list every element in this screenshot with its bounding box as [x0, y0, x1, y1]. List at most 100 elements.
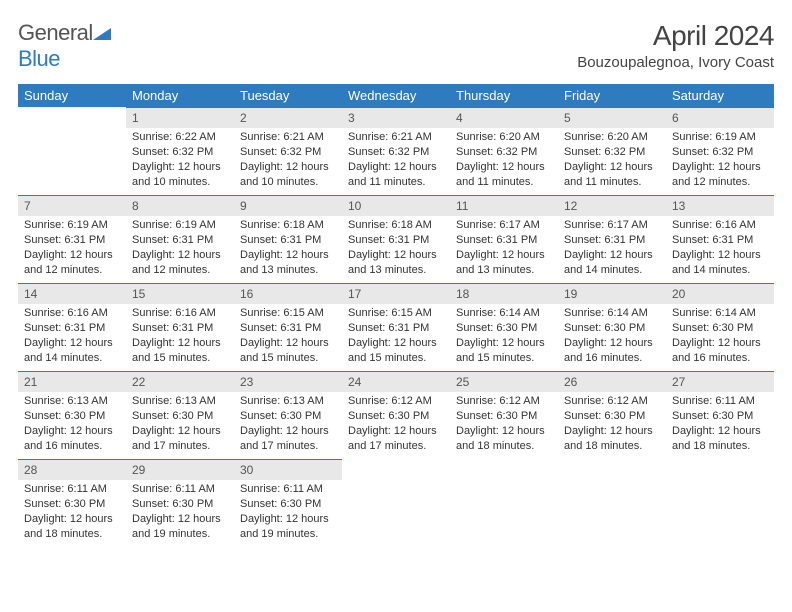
day-body: Sunrise: 6:19 AMSunset: 6:31 PMDaylight:…	[126, 216, 234, 281]
calendar-week-row: 28Sunrise: 6:11 AMSunset: 6:30 PMDayligh…	[18, 459, 774, 547]
day-body: Sunrise: 6:18 AMSunset: 6:31 PMDaylight:…	[234, 216, 342, 281]
day-number: 26	[558, 371, 666, 392]
calendar-day-cell: 19Sunrise: 6:14 AMSunset: 6:30 PMDayligh…	[558, 283, 666, 371]
daylight-line: Daylight: 12 hours and 19 minutes.	[240, 512, 336, 542]
daylight-line: Daylight: 12 hours and 15 minutes.	[348, 336, 444, 366]
daylight-line: Daylight: 12 hours and 14 minutes.	[564, 248, 660, 278]
sunrise-line: Sunrise: 6:16 AM	[24, 306, 120, 321]
calendar-day-cell: 18Sunrise: 6:14 AMSunset: 6:30 PMDayligh…	[450, 283, 558, 371]
sunrise-line: Sunrise: 6:11 AM	[132, 482, 228, 497]
calendar-day-cell: 11Sunrise: 6:17 AMSunset: 6:31 PMDayligh…	[450, 195, 558, 283]
sunrise-line: Sunrise: 6:14 AM	[564, 306, 660, 321]
page-title: April 2024	[577, 20, 774, 52]
calendar-day-cell: 1Sunrise: 6:22 AMSunset: 6:32 PMDaylight…	[126, 107, 234, 195]
sunrise-line: Sunrise: 6:20 AM	[456, 130, 552, 145]
calendar-day-cell: 28Sunrise: 6:11 AMSunset: 6:30 PMDayligh…	[18, 459, 126, 547]
day-body: Sunrise: 6:17 AMSunset: 6:31 PMDaylight:…	[558, 216, 666, 281]
calendar-day-cell: 20Sunrise: 6:14 AMSunset: 6:30 PMDayligh…	[666, 283, 774, 371]
calendar-day-cell: 3Sunrise: 6:21 AMSunset: 6:32 PMDaylight…	[342, 107, 450, 195]
sunrise-line: Sunrise: 6:19 AM	[24, 218, 120, 233]
day-number: 8	[126, 195, 234, 216]
calendar-empty-cell	[18, 107, 126, 195]
calendar-body: 1Sunrise: 6:22 AMSunset: 6:32 PMDaylight…	[18, 107, 774, 547]
calendar-day-cell: 8Sunrise: 6:19 AMSunset: 6:31 PMDaylight…	[126, 195, 234, 283]
sunset-line: Sunset: 6:31 PM	[564, 233, 660, 248]
sunrise-line: Sunrise: 6:13 AM	[240, 394, 336, 409]
daylight-line: Daylight: 12 hours and 17 minutes.	[132, 424, 228, 454]
sunset-line: Sunset: 6:30 PM	[24, 497, 120, 512]
day-number: 22	[126, 371, 234, 392]
sunrise-line: Sunrise: 6:19 AM	[132, 218, 228, 233]
daylight-line: Daylight: 12 hours and 12 minutes.	[672, 160, 768, 190]
day-number: 21	[18, 371, 126, 392]
day-number: 6	[666, 107, 774, 128]
day-number: 29	[126, 459, 234, 480]
day-number: 7	[18, 195, 126, 216]
weekday-header: Monday	[126, 84, 234, 107]
daylight-line: Daylight: 12 hours and 15 minutes.	[132, 336, 228, 366]
weekday-header: Sunday	[18, 84, 126, 107]
sunrise-line: Sunrise: 6:14 AM	[672, 306, 768, 321]
daylight-line: Daylight: 12 hours and 16 minutes.	[24, 424, 120, 454]
day-body: Sunrise: 6:14 AMSunset: 6:30 PMDaylight:…	[558, 304, 666, 369]
day-number: 19	[558, 283, 666, 304]
sunset-line: Sunset: 6:31 PM	[240, 321, 336, 336]
calendar-week-row: 7Sunrise: 6:19 AMSunset: 6:31 PMDaylight…	[18, 195, 774, 283]
daylight-line: Daylight: 12 hours and 11 minutes.	[456, 160, 552, 190]
day-number: 25	[450, 371, 558, 392]
daylight-line: Daylight: 12 hours and 10 minutes.	[132, 160, 228, 190]
day-body: Sunrise: 6:11 AMSunset: 6:30 PMDaylight:…	[234, 480, 342, 545]
calendar-day-cell: 15Sunrise: 6:16 AMSunset: 6:31 PMDayligh…	[126, 283, 234, 371]
day-body: Sunrise: 6:15 AMSunset: 6:31 PMDaylight:…	[234, 304, 342, 369]
day-body: Sunrise: 6:19 AMSunset: 6:31 PMDaylight:…	[18, 216, 126, 281]
daylight-line: Daylight: 12 hours and 14 minutes.	[24, 336, 120, 366]
sunrise-line: Sunrise: 6:11 AM	[24, 482, 120, 497]
sunset-line: Sunset: 6:30 PM	[564, 321, 660, 336]
header: GeneralBlue April 2024 Bouzoupalegnoa, I…	[18, 20, 774, 72]
daylight-line: Daylight: 12 hours and 17 minutes.	[348, 424, 444, 454]
day-body: Sunrise: 6:20 AMSunset: 6:32 PMDaylight:…	[450, 128, 558, 193]
calendar-day-cell: 9Sunrise: 6:18 AMSunset: 6:31 PMDaylight…	[234, 195, 342, 283]
day-number: 10	[342, 195, 450, 216]
day-number: 12	[558, 195, 666, 216]
day-number: 28	[18, 459, 126, 480]
day-number: 27	[666, 371, 774, 392]
logo-triangle-icon	[93, 20, 111, 46]
sunrise-line: Sunrise: 6:17 AM	[456, 218, 552, 233]
sunset-line: Sunset: 6:32 PM	[456, 145, 552, 160]
sunset-line: Sunset: 6:32 PM	[132, 145, 228, 160]
sunset-line: Sunset: 6:31 PM	[240, 233, 336, 248]
calendar-week-row: 14Sunrise: 6:16 AMSunset: 6:31 PMDayligh…	[18, 283, 774, 371]
calendar-day-cell: 30Sunrise: 6:11 AMSunset: 6:30 PMDayligh…	[234, 459, 342, 547]
calendar-day-cell: 10Sunrise: 6:18 AMSunset: 6:31 PMDayligh…	[342, 195, 450, 283]
sunset-line: Sunset: 6:30 PM	[132, 497, 228, 512]
weekday-header: Wednesday	[342, 84, 450, 107]
calendar-day-cell: 23Sunrise: 6:13 AMSunset: 6:30 PMDayligh…	[234, 371, 342, 459]
sunset-line: Sunset: 6:30 PM	[456, 321, 552, 336]
calendar-empty-cell	[450, 459, 558, 547]
calendar-day-cell: 26Sunrise: 6:12 AMSunset: 6:30 PMDayligh…	[558, 371, 666, 459]
calendar-empty-cell	[558, 459, 666, 547]
sunset-line: Sunset: 6:32 PM	[672, 145, 768, 160]
sunset-line: Sunset: 6:32 PM	[240, 145, 336, 160]
sunrise-line: Sunrise: 6:11 AM	[240, 482, 336, 497]
day-body: Sunrise: 6:17 AMSunset: 6:31 PMDaylight:…	[450, 216, 558, 281]
day-number: 18	[450, 283, 558, 304]
day-number: 1	[126, 107, 234, 128]
sunrise-line: Sunrise: 6:21 AM	[348, 130, 444, 145]
weekday-header: Tuesday	[234, 84, 342, 107]
day-body: Sunrise: 6:15 AMSunset: 6:31 PMDaylight:…	[342, 304, 450, 369]
day-body: Sunrise: 6:14 AMSunset: 6:30 PMDaylight:…	[450, 304, 558, 369]
weekday-header: Saturday	[666, 84, 774, 107]
day-body: Sunrise: 6:12 AMSunset: 6:30 PMDaylight:…	[558, 392, 666, 457]
sunset-line: Sunset: 6:32 PM	[564, 145, 660, 160]
calendar-day-cell: 22Sunrise: 6:13 AMSunset: 6:30 PMDayligh…	[126, 371, 234, 459]
calendar-day-cell: 24Sunrise: 6:12 AMSunset: 6:30 PMDayligh…	[342, 371, 450, 459]
calendar-header-row: SundayMondayTuesdayWednesdayThursdayFrid…	[18, 84, 774, 107]
day-number: 23	[234, 371, 342, 392]
sunset-line: Sunset: 6:30 PM	[132, 409, 228, 424]
day-body: Sunrise: 6:19 AMSunset: 6:32 PMDaylight:…	[666, 128, 774, 193]
sunrise-line: Sunrise: 6:15 AM	[348, 306, 444, 321]
day-body: Sunrise: 6:21 AMSunset: 6:32 PMDaylight:…	[342, 128, 450, 193]
day-number: 24	[342, 371, 450, 392]
